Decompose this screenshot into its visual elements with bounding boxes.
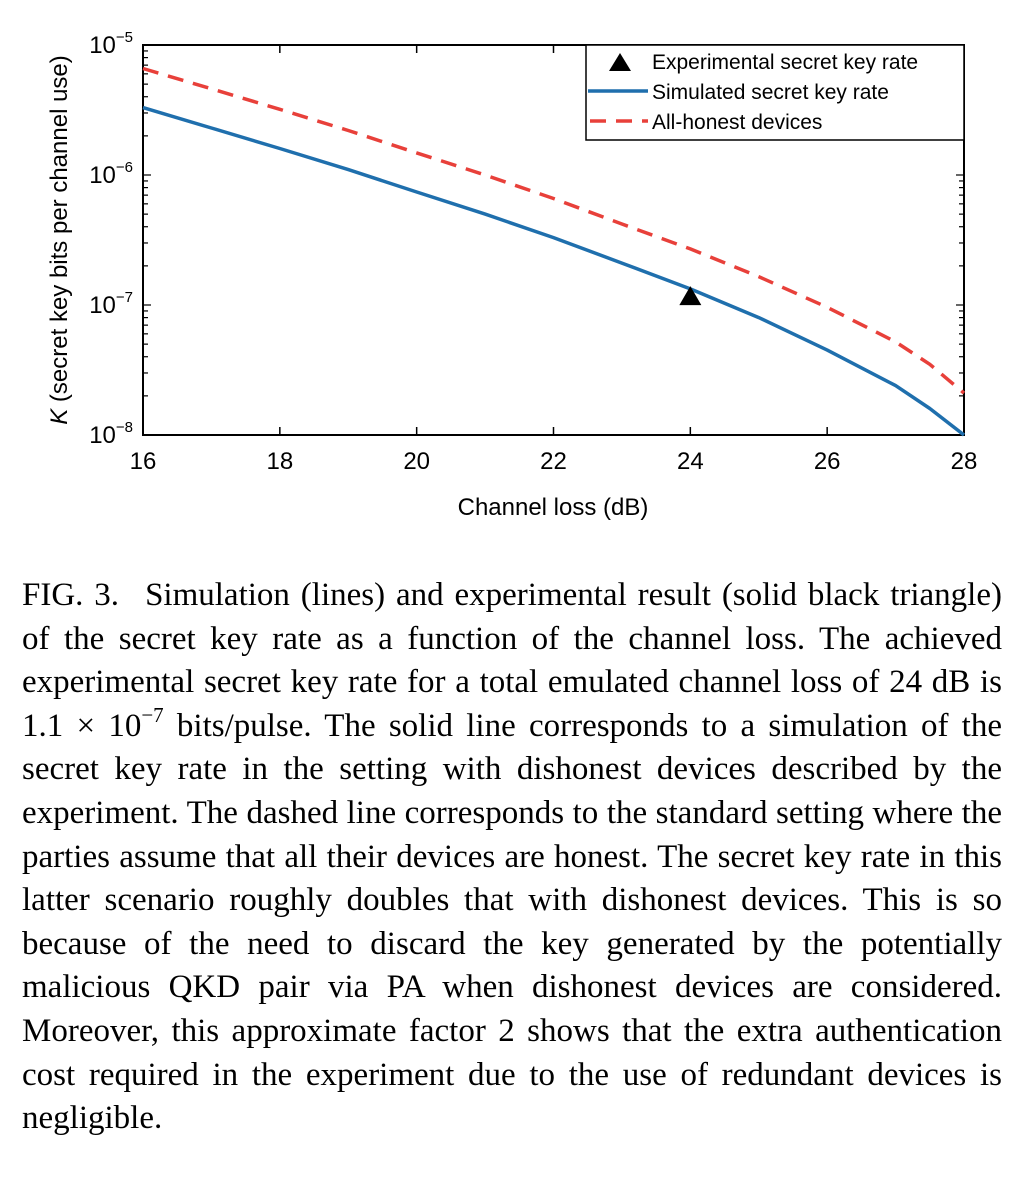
y-tick-label-base: 10 — [89, 32, 116, 59]
y-tick-label-exponent: −8 — [116, 419, 133, 436]
y-tick-label: 10−8 — [89, 419, 133, 449]
caption-exponent: −7 — [141, 702, 164, 727]
y-axis-label: K (secret key bits per channel use) — [46, 55, 73, 425]
x-tick-label: 18 — [266, 448, 293, 475]
x-tick-label: 26 — [814, 448, 841, 475]
y-tick-label-base: 10 — [89, 422, 116, 449]
y-tick-label: 10−6 — [89, 159, 133, 189]
y-tick-label-exponent: −7 — [116, 289, 133, 306]
x-tick-label: 22 — [540, 448, 567, 475]
x-tick-label: 20 — [403, 448, 430, 475]
legend-box — [585, 44, 965, 141]
x-axis-label: Channel loss (dB) — [458, 494, 649, 521]
series-layer — [142, 66, 966, 437]
caption-text-part1: Simulation (lines) and experimental resu… — [22, 577, 1002, 744]
y-tick-label-exponent: −6 — [116, 159, 133, 176]
data-point-experimental — [679, 286, 702, 306]
x-tick-label: 28 — [951, 448, 978, 475]
x-tick-label: 24 — [677, 448, 704, 475]
y-axis-label-rest: (secret key bits per channel use) — [46, 55, 73, 409]
legend-marker-experimental — [609, 53, 631, 71]
y-tick-label-base: 10 — [89, 292, 116, 319]
legend-label-experimental: Experimental secret key rate — [652, 51, 918, 74]
y-tick-label-base: 10 — [89, 162, 116, 189]
y-tick-label: 10−7 — [89, 289, 133, 319]
y-tick-label-exponent: −5 — [116, 29, 133, 46]
series-line-all-honest — [142, 66, 966, 395]
series-line-simulated — [142, 105, 966, 437]
x-tick-labels: 16 18 20 22 24 26 28 — [130, 448, 978, 475]
figure-label: FIG. 3. — [22, 577, 120, 613]
chart: 16 18 20 22 24 26 28 10−510−610−710−8 Channel … — [46, 29, 978, 521]
legend-label-simulated: Simulated secret key rate — [652, 81, 889, 104]
legend: Experimental secret key rate Simulated s… — [585, 44, 965, 141]
figure-caption: FIG. 3. Simulation (lines) and experiment… — [22, 574, 1002, 1141]
y-tick-label: 10−5 — [89, 29, 133, 59]
legend-label-all-honest: All-honest devices — [652, 111, 822, 134]
y-tick-labels: 10−510−610−710−8 — [89, 29, 133, 449]
x-tick-label: 16 — [130, 448, 157, 475]
caption-text-part2: bits/pulse. The solid line corresponds t… — [22, 707, 1002, 1137]
y-axis-label-variable: K — [46, 408, 73, 425]
